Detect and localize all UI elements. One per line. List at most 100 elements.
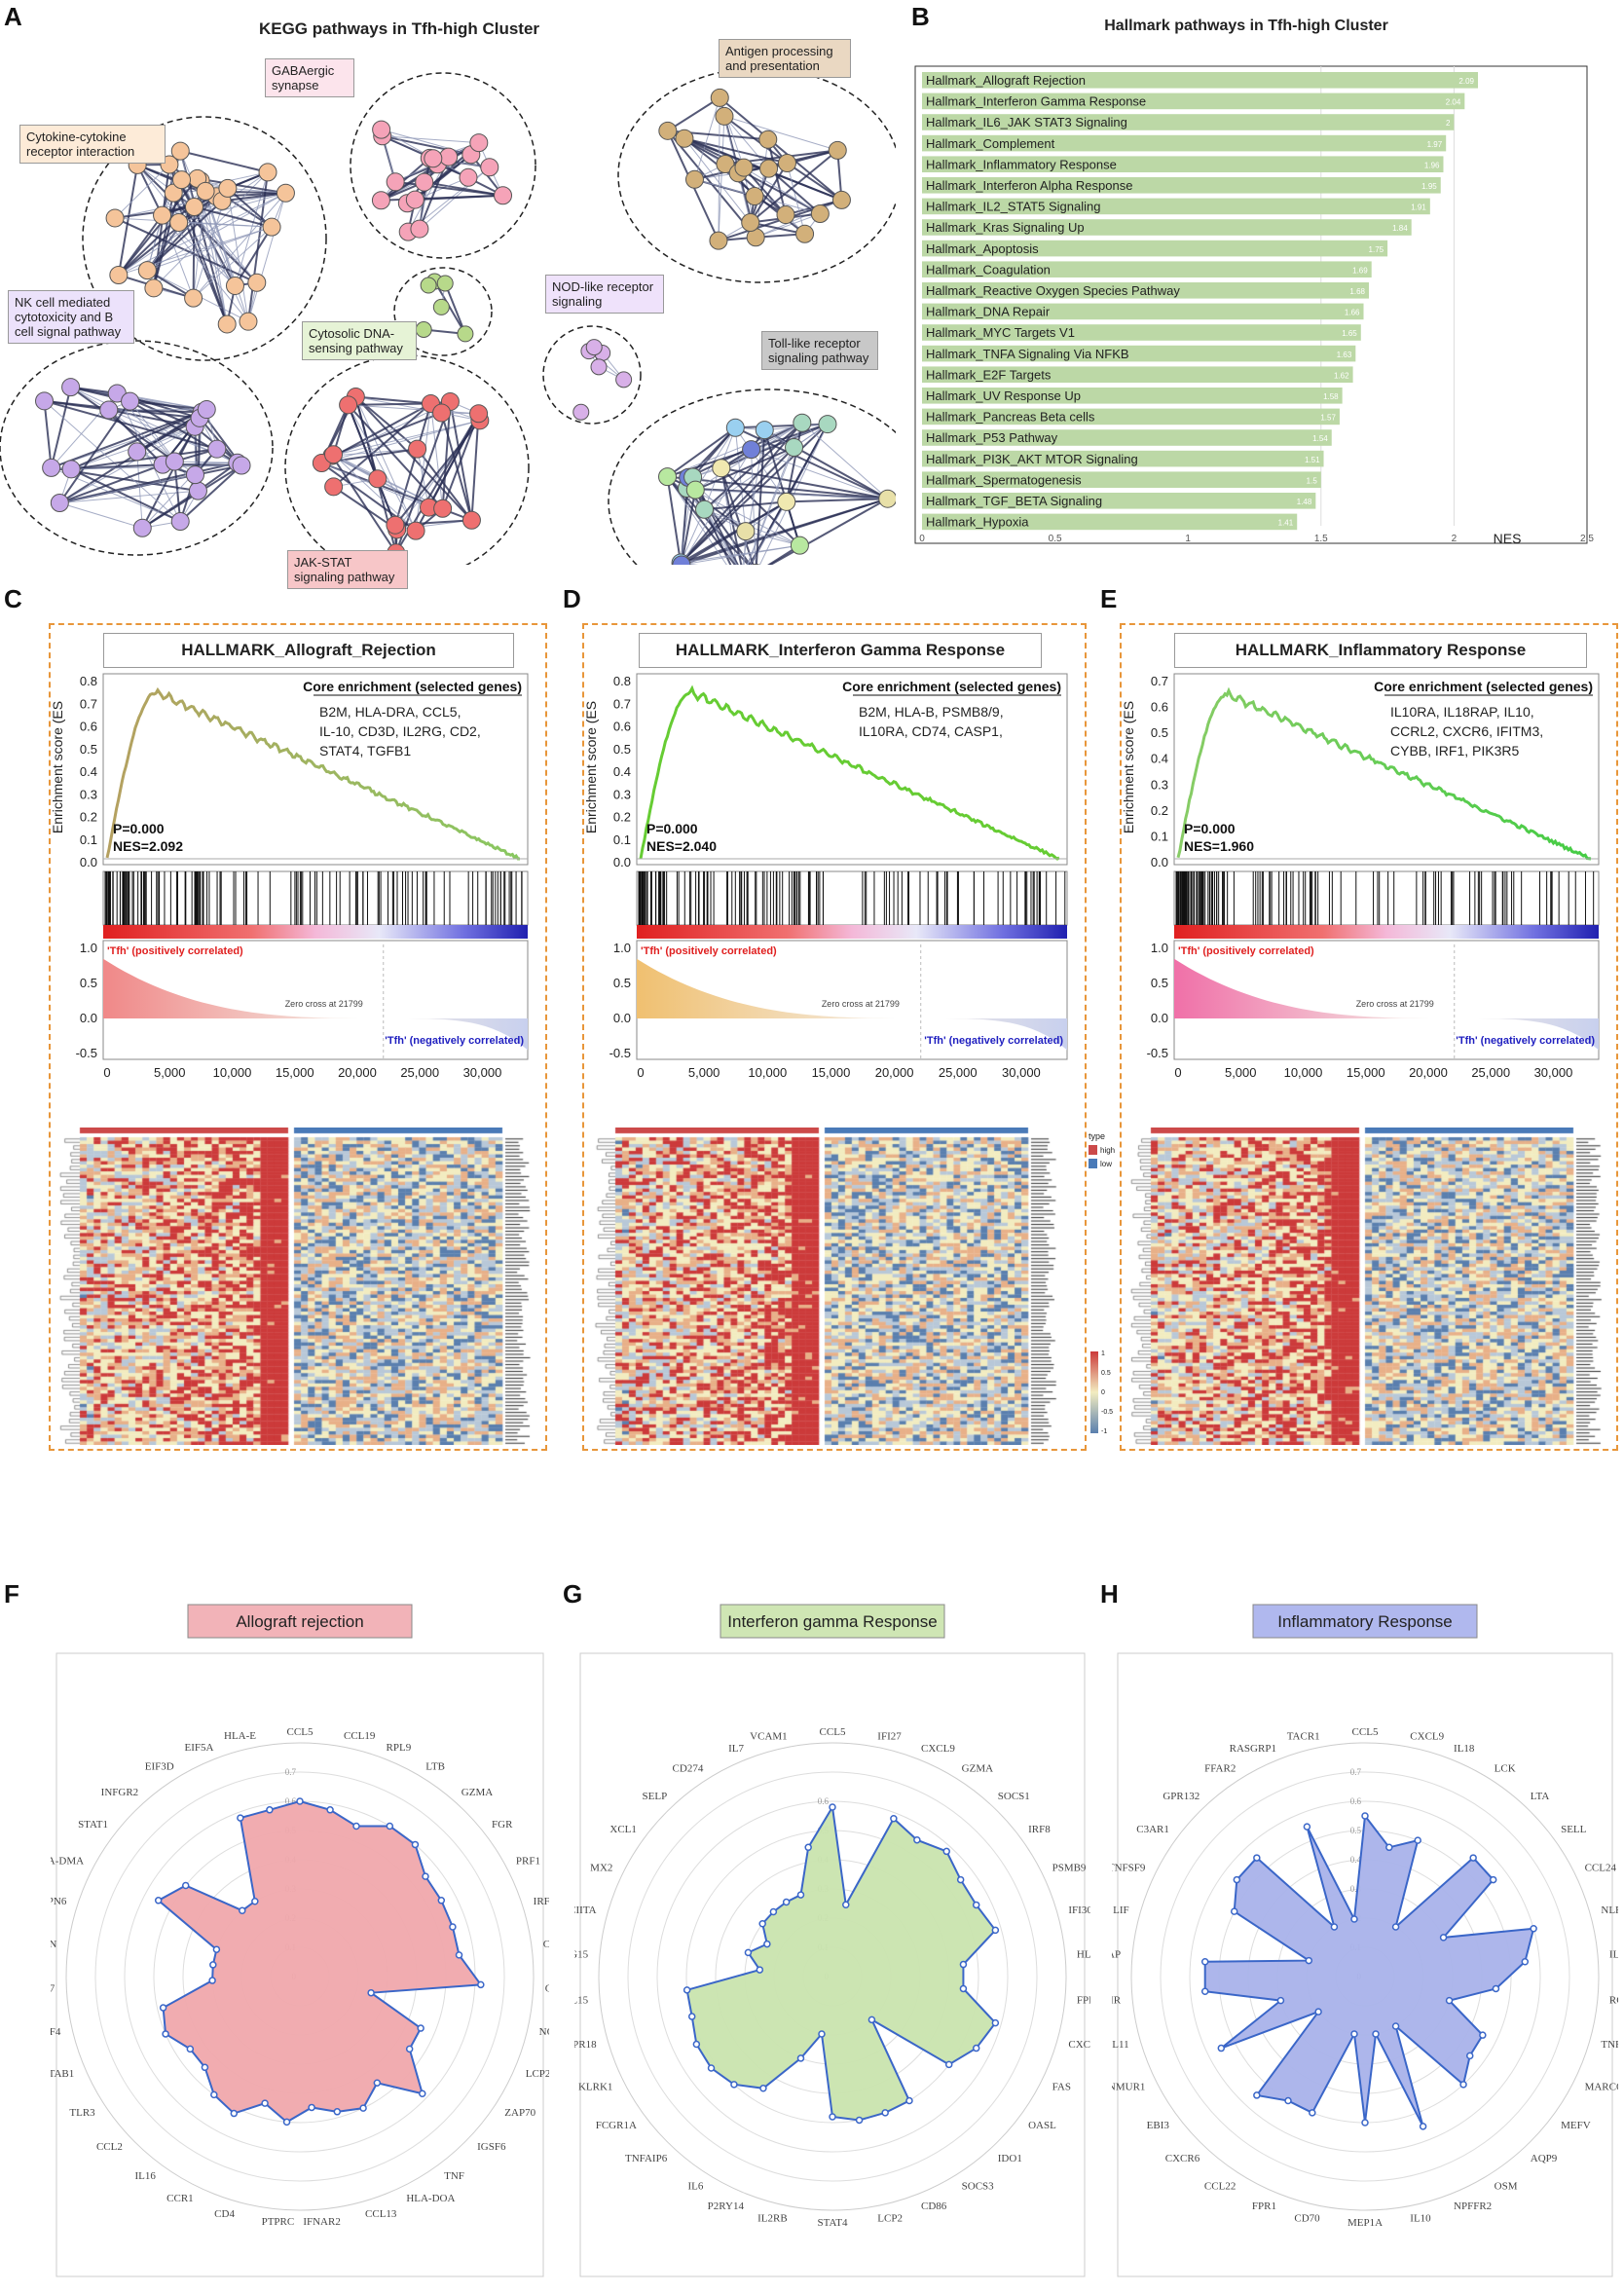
radar-point [162,2030,169,2038]
heatmap-legend: type high low 1 0.5 0 -0.5 -1 [1089,1131,1115,1435]
bar-value-label: 1.63 [1337,351,1352,359]
radar-point [956,1875,965,1884]
kegg-label: GABAergic synapse [265,58,354,97]
radar-axis-label: NLRP3 [1601,1905,1618,1916]
rank-area [637,958,1067,1051]
radar-axis-label: IGSF6 [477,2141,506,2153]
radar-point [239,1906,246,1914]
bar-value-label: 1.51 [1305,456,1320,464]
nes-value: NES=2.040 [646,838,717,854]
x-tick-label: 30,000 [1534,1065,1573,1080]
network-edge [470,413,480,521]
x-tick-label: 20,000 [338,1065,377,1080]
network-edge [720,467,755,565]
radar-axis-label: HLA-DOA [406,2193,455,2204]
network-node [759,159,779,178]
network-node [585,339,603,356]
x-tick-label: 15,000 [1347,1065,1385,1080]
network-node [793,413,812,432]
network-node [615,371,633,388]
radar-axis-label: IRF7 [51,1982,55,1994]
radar-axis-label: EBI3 [1147,2120,1170,2131]
core-gene-line: IL10RA, IL18RAP, IL10, [1390,704,1534,720]
panel-letter-g: G [563,1579,583,1609]
network-edge [380,157,430,202]
radar-frame [55,1652,544,2277]
gsea-box-c [49,623,547,1451]
radar-axis-label: LIF [1113,1905,1129,1916]
bar [922,388,1343,404]
network-edge [786,498,888,503]
network-node [408,439,427,459]
network-edge [681,449,753,565]
panel-letter-e: E [1100,584,1118,613]
network-node [745,186,764,205]
bar-value-label: 1.48 [1297,498,1312,506]
radar-point [758,1920,766,1928]
network-node [436,275,454,292]
radar-outer-ring [65,1742,535,2211]
pos-corr-label: 'Tfh' (positively correlated) [107,945,243,957]
radar-point [237,1814,244,1822]
network-node [258,163,277,182]
network-edge [768,498,889,565]
core-gene-line: STAT4, TGFB1 [319,743,411,758]
radar-polygon [156,1799,483,2124]
network-node [128,442,147,462]
network-edge [681,562,699,565]
radar-axis-label: LYN [51,1939,56,1950]
x-tick-label: 0 [1174,1065,1181,1080]
network-node [405,190,424,209]
radar-axis-label: CCL5 [1352,1726,1379,1738]
network-node [99,400,119,420]
radar-axis-label: NCR1 [539,2026,549,2038]
radar-point [210,2090,218,2099]
radar-axis-label: CD96 [543,1939,549,1950]
bar [922,198,1430,215]
network-node [672,555,691,565]
network-node [758,129,778,149]
radar-axis-label: PTPN6 [51,1896,67,1907]
radar-axis-label: TNF [444,2170,464,2182]
network-edge [58,463,164,504]
network-edge [735,423,829,429]
radar-axis-label: FCGR1A [596,2120,637,2131]
radar-point [763,1940,771,1948]
network-edge [114,164,170,219]
bar-value-label: 1.5 [1307,476,1318,485]
bar-value-label: 1.41 [1278,519,1294,528]
radar-point [959,1960,968,1969]
kegg-cluster [82,116,327,361]
network-node [153,205,172,225]
radar-point [1492,1984,1500,1993]
radar-point [212,1945,221,1953]
hit-frame [636,870,1068,926]
network-edge [114,217,258,284]
es-tick-label: 0.0 [613,855,631,869]
radar-axis-label: FPR1 [1077,1994,1090,2006]
es-axis-label: Enrichment score (ES [1121,701,1136,833]
pos-corr-label: 'Tfh' (positively correlated) [1178,945,1314,957]
network-edge [755,199,842,239]
radar-axis-label: HLA-E [224,1730,256,1742]
radar-axis-label: SELL [1561,1824,1587,1835]
network-edge [44,399,218,451]
network-edge [51,408,207,469]
network-edge [141,448,218,529]
network-node [755,421,774,440]
network-edge [763,429,801,546]
radar-r-tick: 0.5 [1350,1826,1362,1835]
radar-axis-label: ISG15 [574,1949,589,1961]
network-node [658,121,678,140]
radar-axis-label: IFI30 [1068,1905,1090,1916]
radar-axis-label: CCL22 [1204,2180,1236,2192]
network-edge [204,191,236,286]
network-node [831,190,851,209]
network-edge [354,396,417,532]
radar-point [296,1797,304,1805]
network-node [169,212,189,232]
radar-point [829,1803,836,1811]
radar-r-tick: 0.6 [818,1796,830,1806]
radar-axis-label: GPR132 [1163,1791,1200,1802]
x-tick-label: 25,000 [400,1065,439,1080]
